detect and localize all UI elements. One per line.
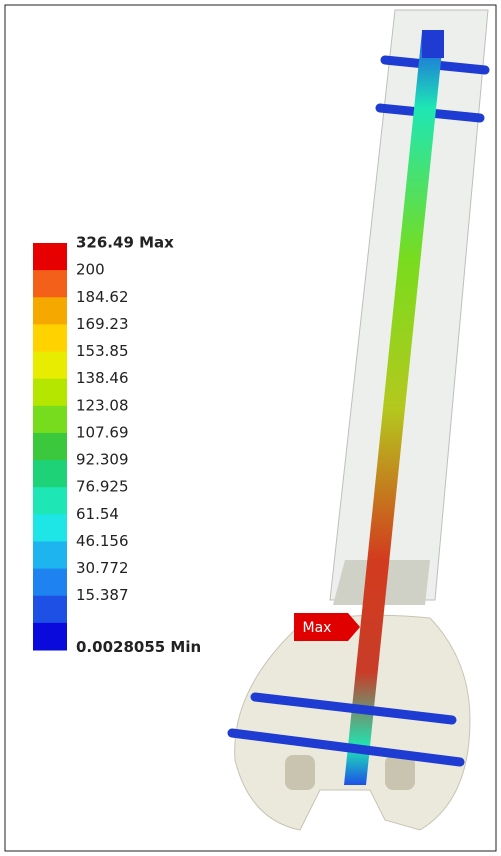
legend-label: 30.772 — [76, 559, 129, 577]
notch — [385, 755, 415, 790]
legend-swatch — [33, 487, 67, 515]
legend-label: 15.387 — [76, 586, 129, 604]
legend-swatch — [33, 270, 67, 298]
legend-swatch — [33, 297, 67, 325]
legend-swatch — [33, 324, 67, 352]
legend-swatch — [33, 406, 67, 434]
legend-label: 326.49 Max — [76, 234, 174, 252]
legend-swatch — [33, 433, 67, 461]
legend-swatch — [33, 623, 67, 651]
legend-label: 169.23 — [76, 315, 129, 333]
screenshot: Max 326.49 Max 200 184.62 169.23 153.85 138.4… — [0, 0, 501, 856]
legend-label: 200 — [76, 261, 105, 279]
notch — [285, 755, 315, 790]
legend-label: 184.62 — [76, 288, 129, 306]
legend-label: 123.08 — [76, 396, 129, 414]
max-label: Max — [303, 620, 332, 636]
legend-label: 107.69 — [76, 423, 129, 441]
legend-swatch — [33, 569, 67, 597]
legend-label: 0.0028055 Min — [76, 638, 201, 656]
legend-swatch — [33, 596, 67, 624]
legend-label: 46.156 — [76, 532, 129, 550]
legend-swatch — [33, 379, 67, 407]
legend-swatch — [33, 243, 67, 271]
legend-swatch — [33, 541, 67, 569]
legend: 326.49 Max 200 184.62 169.23 153.85 138.46 123… — [33, 234, 201, 656]
legend-swatch — [33, 460, 67, 488]
page: {"legend": {"entries": [ {"label": "326.… — [0, 0, 501, 856]
legend-label: 76.925 — [76, 478, 129, 496]
nail-top — [422, 30, 444, 58]
legend-label: 61.54 — [76, 505, 119, 523]
legend-swatch — [33, 352, 67, 380]
legend-label: 153.85 — [76, 342, 129, 360]
legend-swatch — [33, 514, 67, 542]
legend-label: 92.309 — [76, 451, 129, 469]
legend-label: 138.46 — [76, 369, 129, 387]
